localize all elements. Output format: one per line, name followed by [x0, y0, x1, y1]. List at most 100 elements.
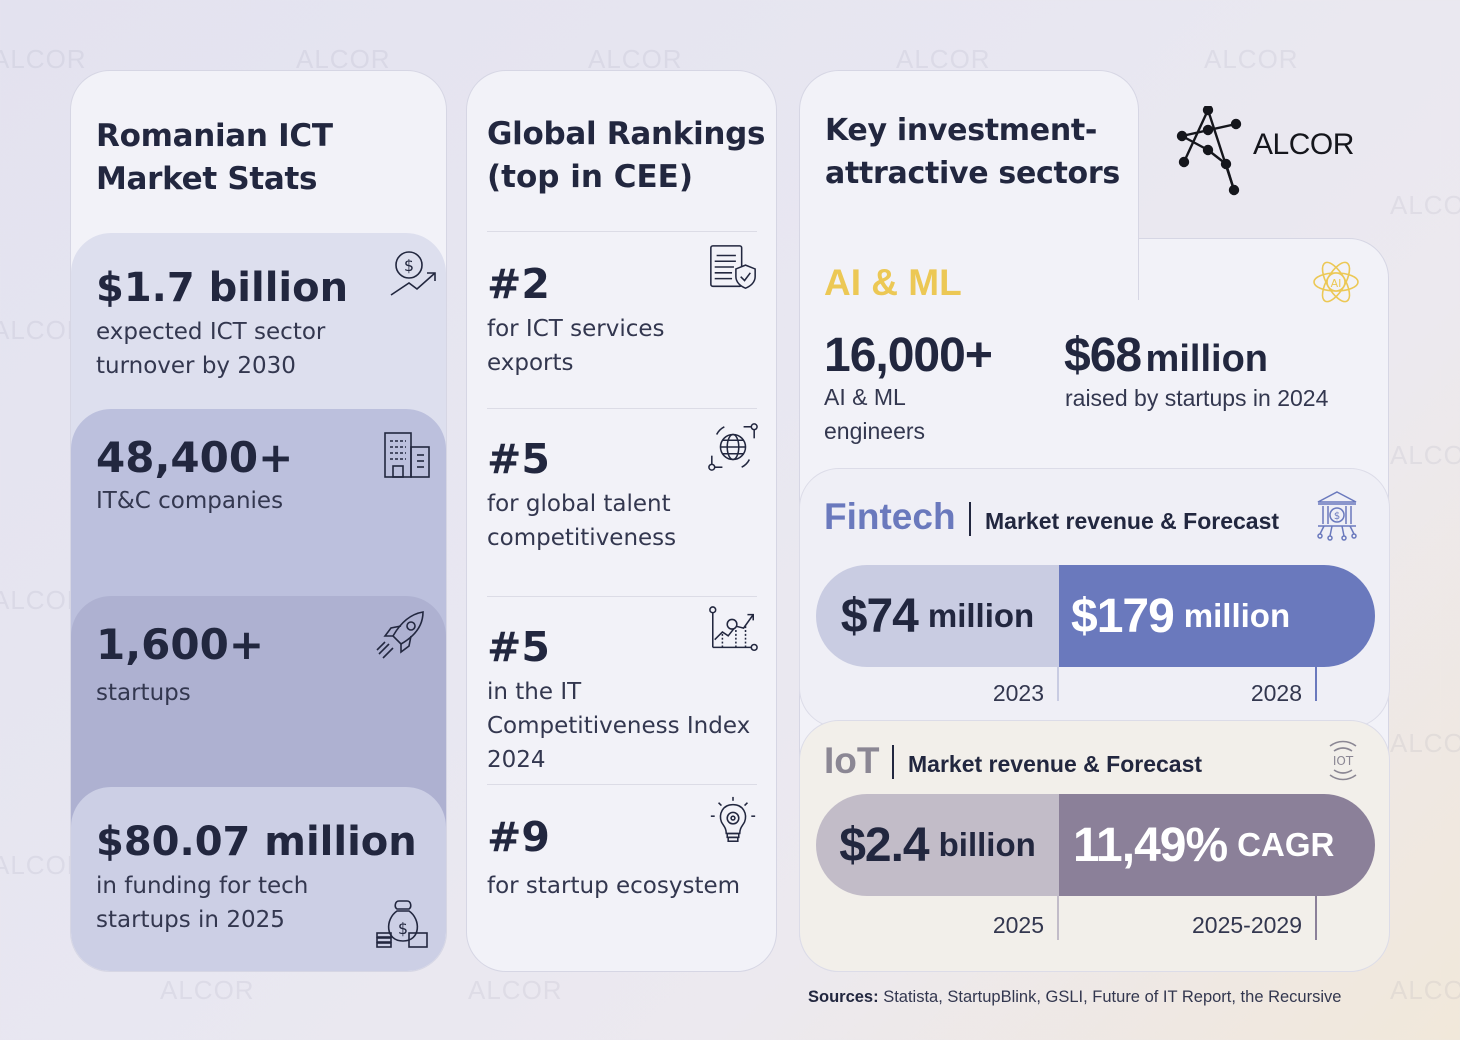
iot-revenue-bar: $2.4 billion 11,49% CAGR: [816, 794, 1375, 896]
rank-item: #2 for ICT services exports: [487, 231, 757, 408]
svg-text:IOT: IOT: [1333, 754, 1354, 768]
ai-engineers-desc: AI & ML engineers: [824, 380, 925, 448]
rank-desc: for ICT services exports: [487, 312, 665, 380]
stat-value: 1,600+: [96, 620, 265, 669]
rank-item: #5 in the IT Competitiveness Index 2024: [487, 596, 758, 784]
fintech-current-segment: $74 million: [816, 565, 1059, 667]
year-tick: [1057, 667, 1059, 701]
title-sub: (top in CEE): [487, 159, 694, 195]
segment-unit: million: [1183, 597, 1291, 634]
iot-year-forecast: 2025-2029: [1192, 912, 1302, 938]
fintech-revenue-bar: $74 million $179 million: [816, 565, 1375, 667]
watermark-text: ALCOR: [1390, 975, 1460, 1005]
year-tick: [1057, 896, 1059, 940]
segment-value: $74: [840, 589, 919, 643]
title-separator: [969, 502, 971, 536]
sectors-header-tab: Key investment- attractive sectors: [799, 70, 1139, 300]
secure-document-icon: [710, 245, 756, 290]
stat-desc: expected ICT sector turnover by 2030: [96, 315, 325, 383]
title-line: Key investment-: [825, 113, 1098, 148]
iot-signal-icon: IOT: [1329, 740, 1357, 781]
sources-text: Statista, StartupBlink, GSLI, Future of …: [883, 988, 1342, 1006]
year-tick: [1315, 896, 1317, 940]
alcor-star-icon: [1176, 104, 1242, 196]
desc-line: expected ICT sector: [96, 319, 326, 345]
watermark-text: ALCOR: [468, 975, 563, 1005]
office-building-icon: [384, 432, 430, 478]
global-network-icon: [708, 423, 758, 471]
ai-funding-desc: raised by startups in 2024: [1065, 385, 1329, 411]
desc-line: startups in 2025: [96, 907, 285, 933]
segment-value: 11,49%: [1073, 818, 1228, 872]
bank-icon: $: [1317, 491, 1357, 541]
iot-year-current: 2025: [992, 912, 1044, 938]
segment-unit: CAGR: [1237, 826, 1335, 863]
desc-line: engineers: [824, 418, 926, 444]
rankings-title: Global Rankings (top in CEE): [487, 113, 766, 199]
title-line: attractive sectors: [825, 156, 1120, 191]
watermark-text: ALCOR: [0, 44, 87, 74]
ai-ml-title: AI & ML: [824, 262, 962, 303]
watermark-text: ALCOR: [160, 975, 255, 1005]
rocket-icon: [376, 611, 424, 659]
value-unit: million: [1145, 338, 1268, 380]
rank-desc: for startup ecosystem: [487, 873, 741, 899]
money-bag-icon: $: [376, 900, 428, 948]
rank-number: #5: [487, 623, 550, 671]
money-growth-icon: $: [390, 251, 436, 296]
ai-atom-icon: AI: [1313, 261, 1359, 303]
ai-funding-value: $68 million: [1064, 328, 1268, 383]
stat-funding: $80.07 million in funding for tech start…: [71, 787, 446, 971]
desc-line: exports: [487, 350, 574, 376]
stat-value: $1.7 billion: [96, 265, 348, 311]
alcor-logo-text: ALCOR: [1253, 128, 1354, 161]
iot-title: IoT: [824, 740, 880, 781]
desc-line: turnover by 2030: [96, 353, 296, 379]
stat-number: $1.7: [96, 265, 195, 311]
iot-forecast-segment: 11,49% CAGR: [1059, 794, 1375, 896]
desc-line: in funding for tech: [96, 873, 309, 899]
rank-item: #9 for startup ecosystem: [487, 784, 757, 934]
rankings-card: Global Rankings (top in CEE) #2 for ICT …: [466, 70, 777, 972]
desc-line: Competitiveness Index: [487, 713, 751, 739]
market-stats-card: Romanian ICT Market Stats $1.7 billion e…: [70, 70, 447, 972]
segment-value: $179: [1071, 589, 1175, 643]
stat-value: $80.07 million: [96, 819, 417, 865]
desc-line: for ICT services: [487, 316, 665, 342]
stat-desc: startups: [96, 680, 191, 706]
rank-number: #2: [487, 260, 550, 308]
desc-line: AI & ML: [824, 384, 906, 410]
desc-line: competitiveness: [487, 525, 677, 551]
stat-unit: billion: [208, 265, 349, 311]
segment-unit: billion: [938, 826, 1036, 863]
sectors-title: Key investment- attractive sectors: [825, 109, 1120, 195]
growth-chart-icon: [709, 606, 758, 652]
watermark-text: ALCOR: [1390, 728, 1460, 758]
iot-subtitle: Market revenue & Forecast: [908, 751, 1203, 777]
sources-label: Sources:: [808, 988, 879, 1006]
year-tick: [1315, 667, 1317, 701]
watermark-text: ALCOR: [1390, 190, 1460, 220]
desc-line: for global talent: [487, 491, 671, 517]
lightbulb-gear-icon: [710, 796, 756, 842]
market-stats-title: Romanian ICT Market Stats: [96, 115, 333, 201]
desc-line: in the IT: [487, 679, 582, 705]
svg-text:$: $: [404, 256, 414, 275]
segment-value: $2.4: [839, 818, 929, 872]
sources-note: Sources: Statista, StartupBlink, GSLI, F…: [808, 988, 1341, 1007]
fintech-year-forecast: 2028: [1250, 680, 1302, 706]
svg-text:$: $: [398, 919, 408, 938]
desc-line: 2024: [487, 747, 546, 773]
iot-current-segment: $2.4 billion: [816, 794, 1059, 896]
segment-unit: million: [927, 597, 1035, 634]
rank-number: #9: [487, 813, 550, 861]
watermark-text: ALCOR: [1204, 44, 1299, 74]
stat-value: 48,400+: [96, 433, 294, 482]
stat-desc: IT&C companies: [96, 488, 284, 514]
stat-desc: in funding for tech startups in 2025: [96, 869, 308, 937]
svg-text:AI: AI: [1331, 277, 1342, 290]
title-line: Romanian ICT: [96, 118, 333, 154]
fintech-title: Fintech: [824, 496, 956, 537]
rank-desc: in the IT Competitiveness Index 2024: [487, 675, 750, 777]
title-separator: [892, 745, 894, 779]
